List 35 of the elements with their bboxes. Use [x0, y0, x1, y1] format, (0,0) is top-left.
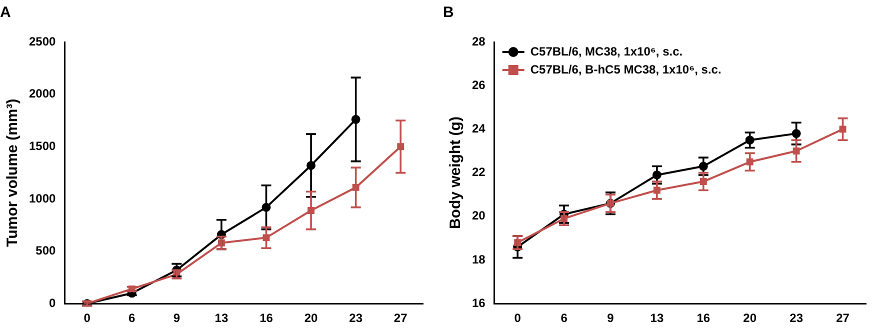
x-tick-label: 20: [743, 311, 757, 326]
y-tick-label: 18: [472, 252, 486, 266]
y-tick-label: 0: [49, 296, 56, 310]
x-tick-label: 9: [607, 311, 614, 326]
x-tick-label: 27: [394, 311, 408, 326]
y-tick-label: 500: [36, 244, 56, 258]
y-axis-title: Body weight (g): [447, 116, 464, 230]
x-tick-label: 0: [514, 311, 522, 326]
y-tick-label: 16: [472, 296, 486, 310]
x-tick-label: 9: [173, 311, 180, 326]
x-tick-label: 23: [790, 311, 804, 326]
y-tick-label: 26: [472, 78, 486, 92]
y-tick-label: 1500: [28, 138, 56, 153]
legend-label: C57BL/6, MC38, 1x10⁶, s.c.: [530, 44, 683, 58]
x-tick-label: 16: [696, 311, 710, 326]
x-tick-label: 23: [349, 311, 363, 326]
y-axis-title: Tumor volume (mm³): [4, 98, 22, 247]
x-tick-label: 16: [260, 311, 274, 326]
y-tick-label: 20: [472, 208, 486, 223]
x-tick-label: 0: [84, 311, 91, 326]
y-tick-label: 22: [472, 165, 486, 180]
y-tick-label: 2500: [28, 34, 56, 48]
x-tick-label: 6: [560, 311, 568, 326]
chart-title: A: [0, 4, 11, 22]
x-tick-label: 13: [214, 311, 228, 326]
chart-title: B: [443, 4, 454, 22]
legend-label: C57BL/6, B-hC5 MC38, 1x10⁶, s.c.: [530, 62, 722, 76]
x-tick-label: 20: [304, 311, 318, 326]
y-tick-label: 1000: [28, 191, 56, 206]
x-tick-label: 27: [836, 311, 850, 326]
y-tick-label: 24: [472, 122, 486, 136]
y-tick-label: 28: [472, 34, 486, 48]
y-tick-label: 2000: [28, 86, 56, 101]
x-tick-label: 13: [650, 311, 664, 326]
x-tick-label: 6: [128, 311, 136, 326]
